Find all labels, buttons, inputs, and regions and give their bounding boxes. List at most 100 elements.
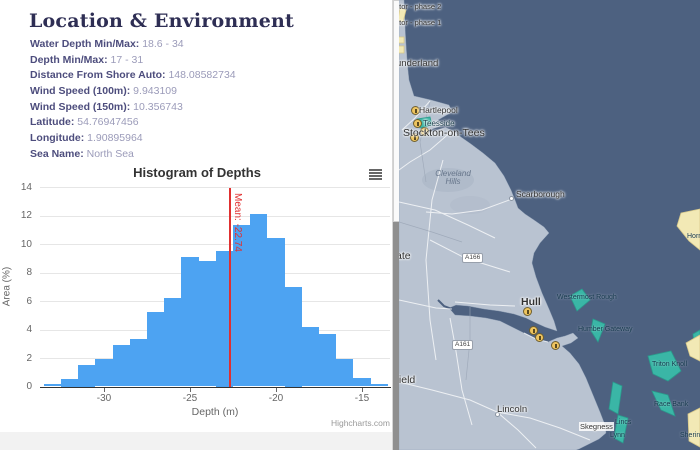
city-label-harrogate: ate: [399, 250, 411, 262]
humber-marker-2[interactable]: [535, 333, 544, 342]
field-label: Longitude:: [30, 132, 85, 145]
histogram-bar[interactable]: [129, 339, 147, 387]
terrain-label-cleveland: Cleveland Hills: [435, 169, 471, 186]
info-fields: Water Depth Min/Max: 18.6 - 34 Depth Min/…: [30, 38, 236, 164]
y-gridline: [40, 244, 390, 245]
x-tick-mark: [104, 388, 105, 392]
info-field-row: Sea Name: North Sea: [30, 148, 236, 164]
field-value: 10.356743: [130, 100, 183, 113]
y-tick-label: 10: [20, 238, 32, 250]
windfarm-label-hornsea: Horn: [687, 233, 700, 240]
location-environment-panel: Location & Environment Water Depth Min/M…: [0, 10, 392, 450]
histogram-bar[interactable]: [267, 238, 285, 387]
windfarm-label-sheringham: Shering: [680, 432, 700, 439]
roads-layer: [399, 100, 591, 449]
hartlepool-marker[interactable]: [411, 106, 420, 115]
city-label-teesside: Teesside: [423, 119, 455, 128]
info-field-row: Latitude: 54.76947456: [30, 116, 236, 132]
field-label: Depth Min/Max:: [30, 53, 108, 66]
histogram-plot-area[interactable]: [40, 187, 390, 387]
city-label-scarborough: Scarborough: [516, 189, 565, 199]
windfarm-label-lynn: Lynn: [610, 432, 625, 439]
field-label: Distance From Shore Auto:: [30, 69, 166, 82]
info-field-row: Water Depth Min/Max: 18.6 - 34: [30, 38, 236, 54]
x-tick-label: -20: [268, 393, 284, 404]
field-value: 54.76947456: [74, 116, 139, 129]
histogram-bar[interactable]: [147, 312, 165, 387]
histogram-bar[interactable]: [95, 359, 113, 387]
histogram-bar[interactable]: [250, 214, 268, 387]
panel-title: Location & Environment: [29, 10, 295, 32]
histogram-bar[interactable]: [61, 379, 79, 387]
info-field-row: Wind Speed (100m): 9.943109: [30, 85, 236, 101]
info-field-row: Distance From Shore Auto: 148.08582734: [30, 69, 236, 85]
city-label-hull: Hull: [521, 296, 541, 308]
field-label: Wind Speed (100m):: [30, 85, 131, 98]
vertical-scrollbar[interactable]: [392, 0, 400, 450]
teesside-marker-1[interactable]: [413, 119, 422, 128]
windfarm-label-phase1: ator - phase 1: [399, 18, 442, 27]
field-label: Wind Speed (150m):: [30, 100, 131, 113]
map-canvas: [399, 0, 700, 450]
windfarm-label-westermost: Westermost Rough: [557, 294, 617, 301]
y-tick-label: 2: [26, 352, 32, 364]
highcharts-credit[interactable]: Highcharts.com: [330, 418, 390, 428]
histogram-bar[interactable]: [336, 359, 354, 387]
y-tick-label: 8: [26, 267, 32, 278]
humber-marker-1[interactable]: [529, 326, 538, 335]
y-tick-label: 4: [26, 324, 32, 335]
city-label-lincoln: Lincoln: [497, 404, 528, 415]
field-value: North Sea: [83, 147, 134, 160]
histogram-bar[interactable]: [198, 261, 216, 387]
chart-title: Histogram of Depths: [133, 165, 261, 180]
x-tick-mark: [190, 388, 191, 392]
windfarms-yellow: [399, 7, 700, 448]
mean-line: [228, 188, 231, 387]
teesside-marker-3[interactable]: [410, 133, 419, 142]
x-tick-mark: [362, 388, 363, 392]
y-gridline: [40, 215, 390, 217]
x-tick-label: -25: [182, 393, 198, 404]
histogram-bar[interactable]: [78, 365, 96, 387]
city-label-sunderland: underland: [399, 58, 439, 69]
field-label: Water Depth Min/Max:: [30, 38, 140, 50]
field-label: Sea Name:: [30, 147, 84, 160]
panel-bottom-strip: [0, 432, 392, 450]
histogram-bar[interactable]: [233, 225, 251, 387]
chart-menu-icon[interactable]: [368, 168, 383, 181]
y-tick-label: 12: [20, 210, 32, 221]
windfarm-label-race-bank: Race Bank: [654, 401, 689, 408]
map-view[interactable]: ator - phase 2 ator - phase 1 underland …: [399, 0, 700, 450]
field-value: 18.6 - 34: [139, 38, 184, 50]
histogram-bar[interactable]: [181, 256, 199, 387]
y-axis-title: Area (%): [1, 266, 13, 307]
x-axis-line: [40, 387, 391, 388]
x-tick-label: -15: [354, 393, 370, 404]
field-value: 148.08582734: [165, 69, 236, 82]
city-label-stockton: Stockton-on-Tees: [403, 127, 485, 139]
histogram-bar[interactable]: [370, 383, 388, 387]
road-badge-a161: A161: [452, 340, 474, 350]
histogram-bar[interactable]: [215, 251, 233, 387]
histogram-bar[interactable]: [353, 377, 371, 387]
mean-line-label: Mean: -22.74: [231, 193, 243, 252]
teesside-marker-2[interactable]: [420, 127, 429, 136]
info-field-row: Wind Speed (150m): 10.356743: [30, 101, 236, 117]
histogram-bar[interactable]: [43, 383, 61, 387]
histogram-bar[interactable]: [112, 345, 130, 387]
humber-marker-3[interactable]: [551, 341, 560, 350]
hull-marker[interactable]: [523, 307, 532, 316]
histogram-bar[interactable]: [284, 286, 302, 387]
histogram-bar[interactable]: [319, 333, 337, 387]
city-label-field: field: [399, 374, 416, 386]
road-badge-a166: A166: [462, 253, 484, 263]
x-tick-mark: [276, 388, 277, 392]
city-label-skegness: Skegness: [579, 422, 614, 431]
y-tick-label: 6: [26, 295, 32, 307]
field-label: Latitude:: [30, 116, 75, 129]
y-gridline: [40, 187, 390, 188]
info-field-row: Depth Min/Max: 17 - 31: [30, 54, 236, 70]
city-label-hartlepool: Hartlepool: [419, 105, 458, 115]
histogram-bar[interactable]: [164, 298, 182, 387]
histogram-bar[interactable]: [301, 326, 319, 387]
